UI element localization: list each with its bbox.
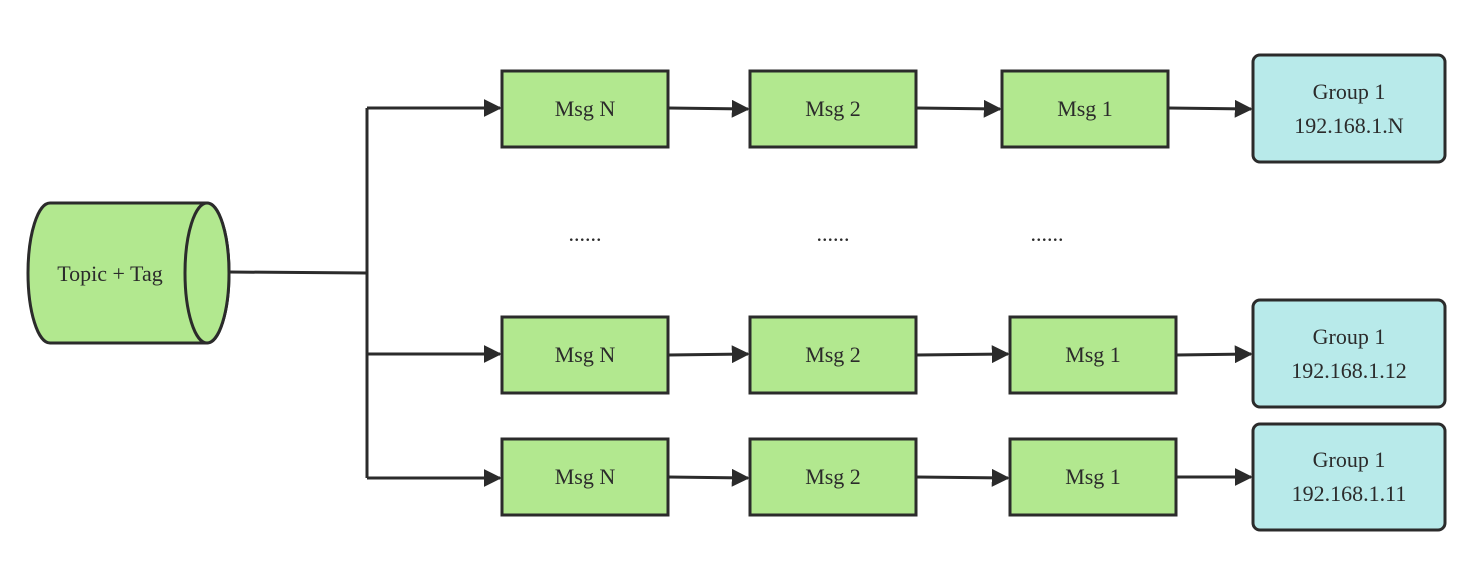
message-box [748, 69, 918, 149]
message-label: Msg 2 [805, 464, 861, 489]
flow-arrow [1175, 345, 1253, 364]
message-label: Msg 1 [1057, 96, 1113, 121]
message-label: Msg 2 [805, 96, 861, 121]
ellipsis-row: ...... ...... ...... [569, 221, 1064, 246]
flow-arrow [667, 99, 750, 118]
topic-tag-label: Topic + Tag [57, 261, 162, 286]
message-label: Msg N [555, 464, 616, 489]
queue-row-1: Msg N Msg 2 Msg 1 Group 1 192.168.1.N [500, 53, 1447, 164]
consumer-group-name: Group 1 [1313, 79, 1386, 104]
message-box [748, 315, 918, 395]
consumer-group-box [1251, 298, 1447, 409]
message-label: Msg 2 [805, 342, 861, 367]
message-box [1008, 437, 1178, 517]
flow-arrow [667, 345, 750, 364]
flow-arrow [1167, 99, 1253, 118]
message-box [500, 315, 670, 395]
ellipsis-text: ...... [817, 221, 850, 246]
queue-row-2: Msg N Msg 2 Msg 1 Group 1 192.168.1.12 [500, 298, 1447, 409]
ellipsis-text: ...... [569, 221, 602, 246]
branch-connector [228, 99, 502, 487]
flow-arrow [915, 345, 1010, 364]
flow-arrow [915, 468, 1010, 487]
flow-arrow [667, 468, 750, 487]
consumer-group-box [1251, 422, 1447, 532]
ellipsis-text: ...... [1031, 221, 1064, 246]
consumer-ip: 192.168.1.11 [1292, 481, 1407, 506]
consumer-group-name: Group 1 [1313, 324, 1386, 349]
message-box [1000, 69, 1170, 149]
consumer-group-box [1251, 53, 1447, 164]
message-label: Msg N [555, 96, 616, 121]
message-box [748, 437, 918, 517]
flow-arrow [915, 99, 1002, 118]
message-label: Msg 1 [1065, 342, 1121, 367]
consumer-group-name: Group 1 [1313, 447, 1386, 472]
consumer-ip: 192.168.1.N [1294, 113, 1404, 138]
message-label: Msg N [555, 342, 616, 367]
topic-tag-cylinder: Topic + Tag [26, 201, 231, 345]
message-label: Msg 1 [1065, 464, 1121, 489]
queue-row-3: Msg N Msg 2 Msg 1 Group 1 192.168.1.11 [500, 422, 1447, 532]
message-box [500, 69, 670, 149]
message-box [1008, 315, 1178, 395]
consumer-ip: 192.168.1.12 [1291, 358, 1407, 383]
